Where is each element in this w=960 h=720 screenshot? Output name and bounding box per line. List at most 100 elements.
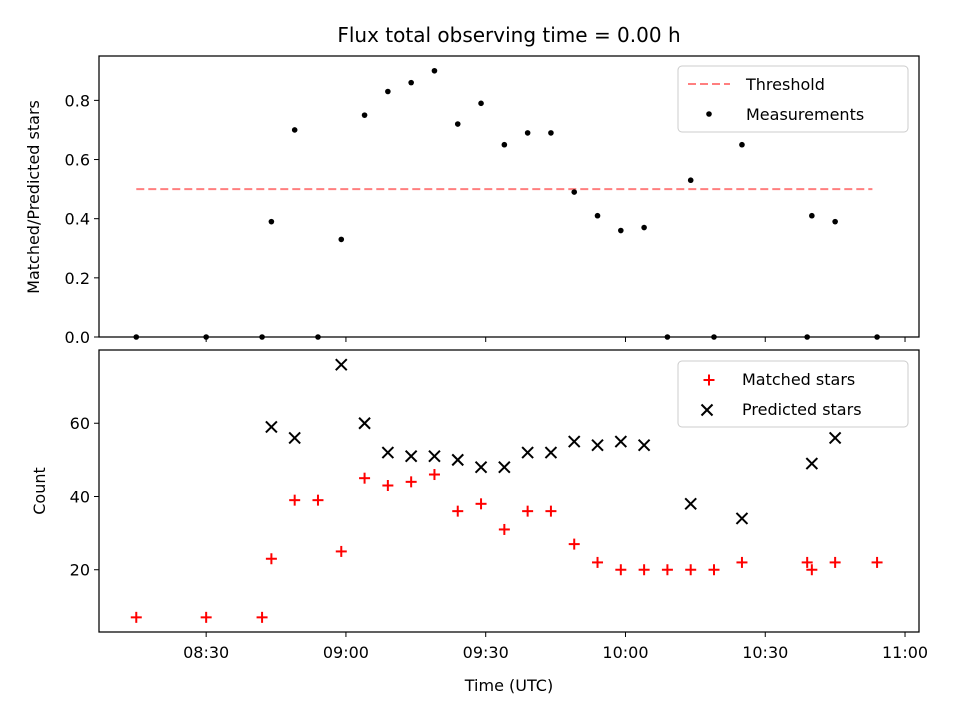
x-stroke-b bbox=[828, 431, 842, 445]
matched-star-point bbox=[265, 553, 277, 565]
matched-stars-legend-marker bbox=[703, 374, 715, 386]
measurement-point bbox=[385, 88, 391, 95]
x-stroke-b bbox=[700, 403, 714, 417]
predicted-star-point bbox=[637, 439, 651, 452]
measurements-legend-label: Measurements bbox=[746, 105, 864, 124]
top-panel-frame bbox=[98, 55, 920, 338]
bottom-x-tick-label: 08:30 bbox=[183, 643, 229, 662]
x-stroke-b bbox=[451, 453, 464, 467]
measurement-point bbox=[291, 127, 298, 133]
matched-star-point bbox=[130, 611, 142, 623]
predicted-star-point bbox=[381, 446, 395, 459]
bottom-panel-y-label: Count bbox=[30, 467, 49, 515]
matched-star-point bbox=[256, 611, 268, 623]
predicted-star-point bbox=[451, 453, 464, 467]
measurement-point bbox=[431, 67, 438, 74]
bottom-panel-legend: Matched stars Predicted stars bbox=[677, 360, 909, 428]
matched-star-point bbox=[638, 564, 650, 576]
predicted-stars-legend-label: Predicted stars bbox=[742, 400, 862, 419]
matched-stars-legend-label: Matched stars bbox=[742, 370, 855, 389]
predicted-star-point bbox=[521, 446, 534, 459]
predicted-star-point bbox=[498, 460, 511, 474]
top-panel-x-ticks bbox=[205, 337, 906, 342]
threshold-legend-label: Threshold bbox=[745, 75, 825, 94]
bottom-x-tick-label: 11:00 bbox=[882, 643, 928, 662]
top-panel-y-label: Matched/Predicted stars bbox=[24, 100, 43, 294]
measurement-point bbox=[739, 141, 745, 148]
predicted-star-point bbox=[544, 446, 558, 459]
x-stroke-b bbox=[498, 460, 511, 474]
predicted-stars-legend-marker bbox=[700, 403, 714, 417]
x-stroke-b bbox=[381, 446, 395, 459]
top-y-tick-label: 0.6 bbox=[65, 151, 90, 170]
measurement-point bbox=[571, 189, 578, 195]
measurement-point bbox=[338, 236, 345, 243]
matched-star-point bbox=[829, 556, 841, 568]
matched-star-point bbox=[428, 469, 440, 481]
bottom-panel: 20 40 60 08:30 09:00 09:30 10:00 10:30 11:00 Co… bbox=[30, 349, 928, 695]
predicted-star-point bbox=[358, 417, 371, 430]
predicted-star-point bbox=[404, 450, 418, 463]
legend-plus-glyph bbox=[703, 374, 715, 386]
x-stroke-b bbox=[474, 460, 488, 474]
predicted-star-point bbox=[614, 435, 628, 448]
bottom-x-tick-label: 10:00 bbox=[602, 643, 648, 662]
bottom-panel-marks bbox=[130, 358, 883, 623]
matched-star-point bbox=[522, 505, 534, 517]
matched-star-point bbox=[200, 611, 212, 623]
measurement-point bbox=[641, 224, 647, 231]
x-stroke-b bbox=[591, 439, 604, 452]
top-panel-marks bbox=[133, 67, 880, 340]
measurement-point bbox=[361, 112, 368, 118]
x-stroke-b bbox=[805, 457, 819, 470]
top-panel: 0.00.20.40.60.8 Matched/Predicted stars … bbox=[24, 55, 920, 347]
x-stroke-b bbox=[428, 450, 441, 463]
top-y-tick-label: 0.0 bbox=[65, 328, 90, 347]
measurement-point bbox=[832, 218, 838, 225]
measurement-point bbox=[809, 212, 815, 219]
measurement-point bbox=[548, 130, 554, 136]
matched-star-point bbox=[708, 564, 720, 576]
matched-star-point bbox=[359, 472, 371, 484]
matched-star-point bbox=[475, 498, 487, 510]
matched-star-point bbox=[568, 538, 580, 550]
matched-star-point bbox=[592, 556, 604, 568]
x-stroke-b bbox=[265, 420, 278, 434]
x-stroke-b bbox=[614, 435, 628, 448]
measurement-point bbox=[408, 79, 414, 86]
bottom-x-tick-label: 10:30 bbox=[742, 643, 788, 662]
bottom-y-tick-label: 20 bbox=[70, 561, 90, 580]
bottom-y-tick-label: 60 bbox=[70, 414, 90, 433]
matched-star-point bbox=[545, 505, 557, 517]
matched-star-point bbox=[801, 556, 813, 568]
x-stroke-b bbox=[637, 439, 651, 452]
predicted-star-point bbox=[474, 460, 488, 474]
measurement-point bbox=[618, 227, 624, 234]
predicted-star-point bbox=[265, 420, 278, 434]
bottom-x-tick-label: 09:30 bbox=[463, 643, 509, 662]
bottom-panel-x-ticks: 08:30 09:00 09:30 10:00 10:30 11:00 bbox=[183, 632, 928, 662]
top-panel-y-ticks: 0.0 0.2 0.4 0.6 0.8 bbox=[65, 91, 99, 347]
predicted-star-point bbox=[735, 512, 749, 525]
predicted-star-point bbox=[828, 431, 842, 445]
measurement-point bbox=[268, 218, 275, 225]
predicted-star-point bbox=[288, 431, 301, 445]
measurement-point bbox=[524, 130, 531, 136]
matched-star-point bbox=[312, 494, 324, 506]
chart-title: Flux total observing time = 0.00 h bbox=[337, 23, 680, 47]
bottom-legend-box bbox=[677, 360, 909, 428]
predicted-star-point bbox=[805, 457, 819, 470]
top-legend-box bbox=[677, 65, 909, 133]
matched-star-point bbox=[405, 476, 417, 488]
x-stroke-b bbox=[288, 431, 301, 445]
matched-star-point bbox=[736, 556, 748, 568]
matched-star-point bbox=[871, 556, 883, 568]
matched-star-point bbox=[452, 505, 464, 517]
top-panel-legend: Threshold Measurements bbox=[677, 65, 909, 133]
x-axis-label: Time (UTC) bbox=[464, 676, 553, 695]
bottom-panel-frame bbox=[98, 349, 920, 633]
predicted-star-point bbox=[684, 497, 697, 511]
x-stroke-b bbox=[335, 358, 348, 371]
matched-star-point bbox=[806, 564, 818, 576]
